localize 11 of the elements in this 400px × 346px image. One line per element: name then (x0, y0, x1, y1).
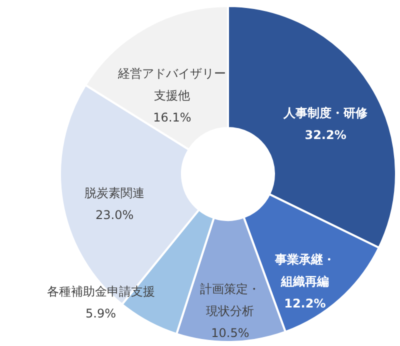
data-label: 32.2% (304, 128, 346, 142)
slice-label: 人事制度・研修 (282, 106, 369, 120)
data-label: 23.0% (96, 208, 134, 222)
slice-label: 経営アドバイザリー支援他 (117, 66, 226, 102)
data-label: 5.9% (86, 306, 116, 320)
data-label: 16.1% (153, 110, 192, 124)
slice-label: 計画策定・現状分析 (200, 282, 260, 318)
slice-label: 脱炭素関連 (84, 186, 145, 200)
slice-label: 事業承継・組織再編 (274, 252, 335, 288)
data-label: 12.2% (284, 296, 326, 310)
data-label: 10.5% (211, 326, 250, 340)
